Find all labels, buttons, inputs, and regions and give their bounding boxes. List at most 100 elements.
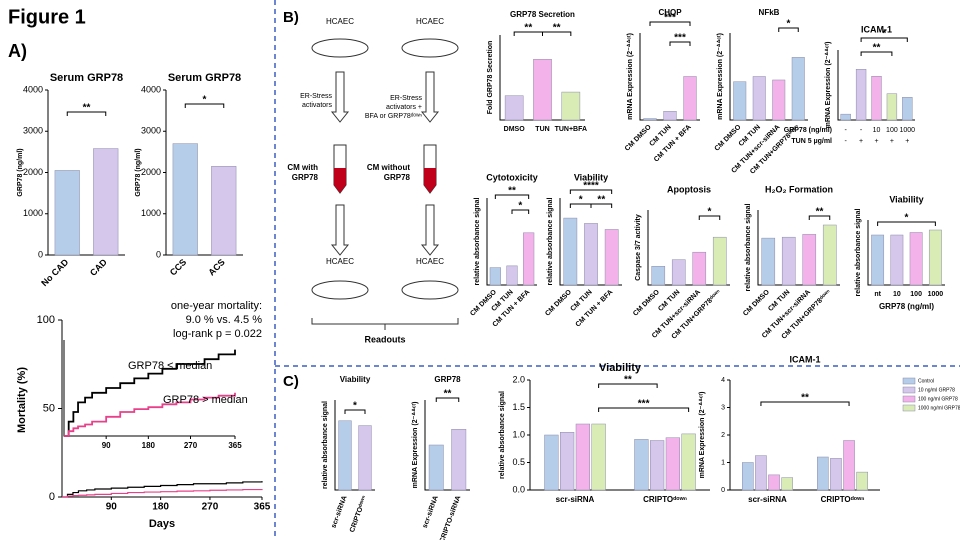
km-curve bbox=[62, 488, 263, 498]
y-axis-label: relative absorbance signal bbox=[855, 208, 862, 296]
bar bbox=[665, 437, 680, 491]
bar bbox=[822, 224, 837, 286]
panel-label: B) bbox=[283, 9, 299, 26]
label: BFA or GRP78ᵈᵒʷⁿ bbox=[365, 113, 423, 120]
sig-bracket bbox=[542, 31, 572, 36]
x-tick-label: nt bbox=[874, 291, 881, 298]
sig-label: * bbox=[905, 213, 909, 224]
x-tick-label: 100 bbox=[910, 291, 922, 298]
x-tick-label: CM DMSO bbox=[624, 123, 653, 152]
sig-bracket bbox=[590, 203, 613, 208]
x-tick-label: CCS bbox=[168, 257, 189, 278]
table-label: GRP78 (ng/ml) bbox=[784, 127, 832, 134]
x-tick-label: CM TUN + BFA bbox=[653, 124, 693, 164]
bar bbox=[902, 97, 913, 121]
bar bbox=[523, 232, 535, 286]
bar bbox=[840, 113, 851, 121]
sig-label: ** bbox=[816, 207, 824, 218]
axis bbox=[499, 35, 585, 121]
bar bbox=[634, 439, 649, 491]
sig-label: * bbox=[518, 201, 522, 212]
bar bbox=[768, 474, 780, 491]
sig-bracket bbox=[698, 215, 721, 220]
sig-bracket bbox=[760, 401, 850, 406]
y-tick-label: 4000 bbox=[23, 84, 43, 94]
sig-label: ** bbox=[553, 23, 561, 34]
y-axis-label: mRNA Expression (2⁻ᐞᐞᶜᵗ) bbox=[626, 33, 634, 120]
y-axis-label: Mortality (%) bbox=[16, 367, 28, 433]
x-tick-label: 1000 bbox=[928, 291, 944, 298]
sig-label: * bbox=[708, 207, 712, 218]
bar bbox=[172, 143, 198, 256]
x-axis-label: Days bbox=[149, 518, 175, 530]
y-tick-label: 3 bbox=[721, 404, 725, 411]
arrow bbox=[330, 204, 440, 256]
bar bbox=[591, 423, 606, 491]
y-axis-label: relative absorbance signal bbox=[547, 197, 554, 285]
y-tick-label: 3000 bbox=[141, 126, 161, 136]
panel-label: A) bbox=[8, 41, 27, 61]
table-cell: + bbox=[874, 138, 878, 145]
sig-label: *** bbox=[638, 399, 650, 410]
bar bbox=[575, 423, 590, 491]
label: GRP78 bbox=[292, 173, 319, 182]
table-cell: 10 bbox=[873, 127, 881, 134]
sig-label: * bbox=[353, 401, 357, 412]
x-tick-label: scr-siRNA bbox=[748, 495, 787, 504]
legend-label: 100 ng/ml GRP78 bbox=[918, 396, 958, 402]
axis bbox=[486, 198, 537, 286]
bar bbox=[817, 456, 829, 491]
label: ER-Stress bbox=[300, 93, 332, 100]
axis bbox=[559, 198, 622, 286]
x-tick-label: scr-siRNA bbox=[556, 495, 595, 504]
x-tick-label: 90 bbox=[102, 441, 111, 450]
sig-label: * bbox=[882, 29, 886, 40]
bar bbox=[663, 111, 677, 121]
y-tick-label: 2000 bbox=[141, 167, 161, 177]
bar bbox=[544, 434, 559, 491]
bar bbox=[563, 217, 578, 286]
chart-title: Serum GRP78 bbox=[50, 72, 123, 84]
bar bbox=[928, 229, 942, 286]
sig-label: ** bbox=[83, 103, 91, 114]
legend-swatch bbox=[902, 377, 916, 385]
legend-swatch bbox=[902, 386, 916, 394]
x-tick-label: TUN+BFA bbox=[555, 126, 587, 133]
bar bbox=[830, 458, 842, 491]
legend-label: 10 ng/ml GRP78 bbox=[918, 387, 955, 393]
km-curve bbox=[64, 349, 236, 437]
x-tick-label: scr-siRNA bbox=[330, 495, 348, 529]
bar bbox=[428, 444, 444, 491]
label: CM with bbox=[287, 163, 318, 172]
bar bbox=[692, 251, 707, 286]
axis bbox=[639, 33, 700, 121]
y-axis-label: mRNA Expression (2⁻ᐞᐞᶜᵗ) bbox=[824, 42, 832, 129]
chart-title: GRP78 bbox=[434, 375, 461, 384]
table-cell: 1000 bbox=[900, 127, 916, 134]
y-axis-label: relative absorbance signal bbox=[322, 401, 329, 489]
table-cell: - bbox=[845, 127, 848, 134]
sig-bracket bbox=[860, 51, 893, 56]
y-tick-label: 0 bbox=[38, 249, 43, 259]
dish bbox=[401, 38, 459, 58]
x-tick-label: 365 bbox=[254, 502, 271, 513]
y-tick-label: 1000 bbox=[141, 208, 161, 218]
x-tick-label: CRIPTOᵈᵒʷⁿ bbox=[643, 495, 687, 504]
bar bbox=[843, 440, 855, 491]
sig-label: ** bbox=[801, 393, 809, 404]
sig-label: * bbox=[579, 195, 583, 206]
sig-bracket bbox=[66, 111, 107, 116]
annotation: 9.0 % vs. 4.5 % bbox=[186, 314, 263, 326]
bar bbox=[651, 266, 666, 286]
sig-label: *** bbox=[674, 33, 686, 44]
sig-label: * bbox=[203, 95, 207, 106]
y-axis-label: relative absorbance signal bbox=[499, 391, 506, 479]
y-axis-label: mRNA Expression (2⁻ᐞᐞᶜᵗ) bbox=[411, 402, 419, 489]
bar bbox=[451, 429, 467, 491]
chart-title: CHOP bbox=[658, 8, 682, 17]
bar bbox=[781, 477, 793, 491]
sig-label: *** bbox=[664, 13, 676, 24]
sig-bracket bbox=[184, 103, 225, 108]
label: HCAEC bbox=[326, 17, 354, 26]
bar bbox=[54, 170, 80, 256]
